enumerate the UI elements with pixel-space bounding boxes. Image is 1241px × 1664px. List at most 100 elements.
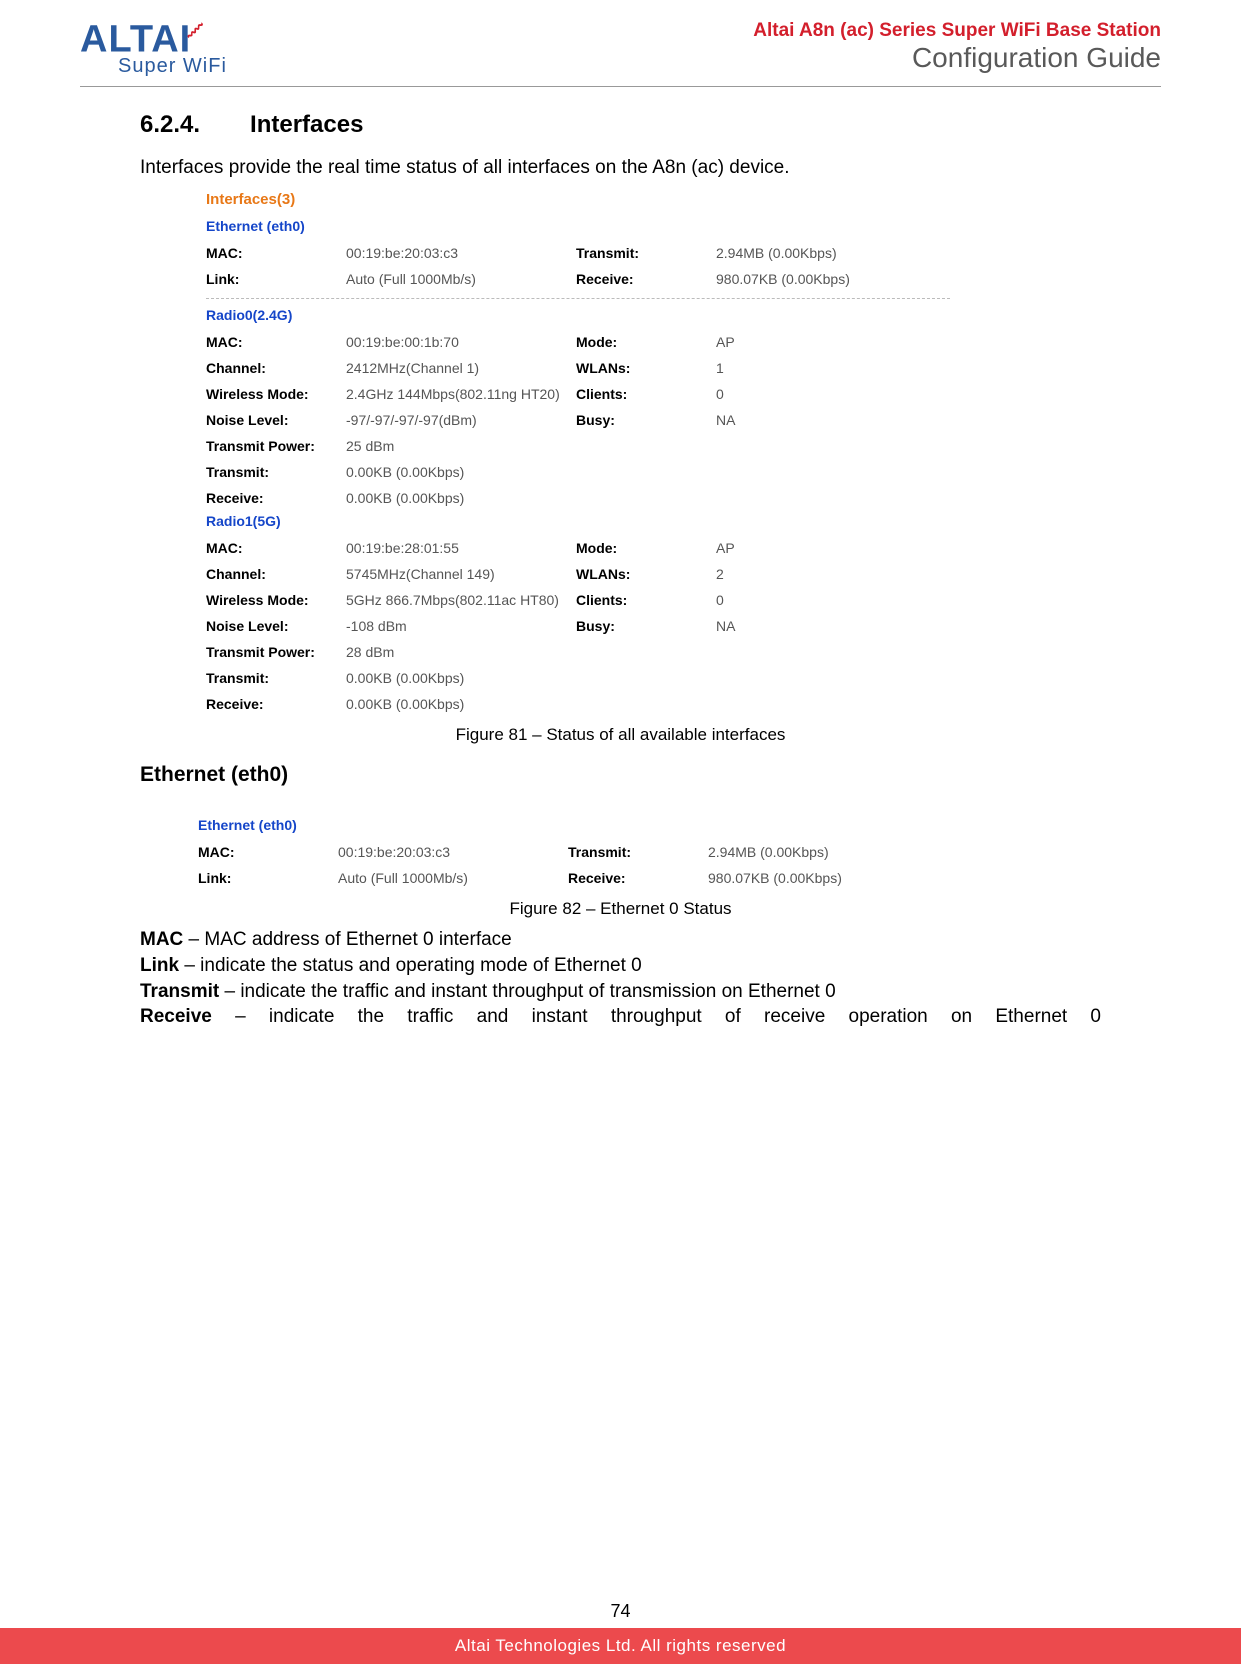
header-right: Altai A8n (ac) Series Super WiFi Base St…	[753, 20, 1161, 74]
label-busy: Busy:	[576, 618, 716, 634]
value-wireless-mode: 5GHz 866.7Mbps(802.11ac HT80)	[346, 592, 576, 608]
fig82-title: Ethernet (eth0)	[198, 817, 962, 833]
radio1-row-noise: Noise Level: -108 dBm Busy: NA	[206, 613, 950, 639]
value-mode: AP	[716, 540, 950, 556]
logo-sub: Super WiFi	[118, 55, 227, 78]
value-transmit: 0.00KB (0.00Kbps)	[346, 464, 576, 480]
value-mac: 00:19:be:20:03:c3	[338, 844, 568, 860]
footer-bar: Altai Technologies Ltd. All rights reser…	[0, 1628, 1241, 1664]
radio1-title: Radio1(5G)	[206, 513, 950, 529]
def-link-term: Link	[140, 955, 179, 976]
interfaces-panel: Interfaces(3) Ethernet (eth0) MAC: 00:19…	[198, 187, 958, 721]
radio0-row-noise: Noise Level: -97/-97/-97/-97(dBm) Busy: …	[206, 407, 950, 433]
label-channel: Channel:	[206, 360, 346, 376]
def-receive-l1: Receive – indicate the traffic and insta…	[140, 1004, 1101, 1030]
value-channel: 5745MHz(Channel 149)	[346, 566, 576, 582]
label-busy: Busy:	[576, 412, 716, 428]
value-clients: 0	[716, 592, 950, 608]
def-link: Link – indicate the status and operating…	[140, 953, 1101, 979]
label-clients: Clients:	[576, 592, 716, 608]
value-link: Auto (Full 1000Mb/s)	[346, 271, 576, 287]
radio0-row-mac: MAC: 00:19:be:00:1b:70 Mode: AP	[206, 329, 950, 355]
label-noise: Noise Level:	[206, 412, 346, 428]
radio0-row-channel: Channel: 2412MHz(Channel 1) WLANs: 1	[206, 355, 950, 381]
section-title: Interfaces	[250, 111, 363, 138]
logo-main: ALTAI𝆱	[80, 20, 227, 57]
label-transmit: Transmit:	[206, 464, 346, 480]
def-mac: MAC – MAC address of Ethernet 0 interfac…	[140, 927, 1101, 953]
footer: 74 Altai Technologies Ltd. All rights re…	[0, 1595, 1241, 1664]
label-txpower: Transmit Power:	[206, 438, 346, 454]
logo: ALTAI𝆱 Super WiFi	[80, 20, 227, 78]
value-busy: NA	[716, 618, 950, 634]
label-mode: Mode:	[576, 334, 716, 350]
value-transmit: 2.94MB (0.00Kbps)	[716, 245, 950, 261]
figure81-caption: Figure 81 – Status of all available inte…	[140, 725, 1101, 745]
ethernet-panel: Ethernet (eth0) MAC: 00:19:be:20:03:c3 T…	[190, 805, 970, 895]
def-transmit-term: Transmit	[140, 981, 219, 1002]
value-mac: 00:19:be:28:01:55	[346, 540, 576, 556]
label-mac: MAC:	[198, 844, 338, 860]
value-wireless-mode: 2.4GHz 144Mbps(802.11ng HT20)	[346, 386, 576, 402]
label-clients: Clients:	[576, 386, 716, 402]
label-mode: Mode:	[576, 540, 716, 556]
radio1-row-mac: MAC: 00:19:be:28:01:55 Mode: AP	[206, 535, 950, 561]
figure82-caption: Figure 82 – Ethernet 0 Status	[140, 899, 1101, 919]
separator	[206, 298, 950, 299]
value-transmit: 2.94MB (0.00Kbps)	[708, 844, 962, 860]
value-receive: 0.00KB (0.00Kbps)	[346, 490, 576, 506]
label-link: Link:	[206, 271, 346, 287]
value-channel: 2412MHz(Channel 1)	[346, 360, 576, 376]
label-receive: Receive:	[576, 271, 716, 287]
page-header: ALTAI𝆱 Super WiFi Altai A8n (ac) Series …	[80, 20, 1161, 87]
fig82-row-mac: MAC: 00:19:be:20:03:c3 Transmit: 2.94MB …	[198, 839, 962, 865]
def-mac-text: – MAC address of Ethernet 0 interface	[183, 929, 511, 950]
value-busy: NA	[716, 412, 950, 428]
def-mac-term: MAC	[140, 929, 183, 950]
eth0-title: Ethernet (eth0)	[206, 218, 950, 234]
label-wireless-mode: Wireless Mode:	[206, 592, 346, 608]
label-receive: Receive:	[206, 696, 346, 712]
label-wireless-mode: Wireless Mode:	[206, 386, 346, 402]
value-txpower: 28 dBm	[346, 644, 576, 660]
radio0-row-transmit: Transmit: 0.00KB (0.00Kbps)	[206, 459, 950, 485]
label-transmit: Transmit:	[206, 670, 346, 686]
label-transmit: Transmit:	[576, 245, 716, 261]
label-receive: Receive:	[206, 490, 346, 506]
label-mac: MAC:	[206, 334, 346, 350]
eth0-row-link: Link: Auto (Full 1000Mb/s) Receive: 980.…	[206, 266, 950, 292]
value-wlans: 1	[716, 360, 950, 376]
radio1-row-receive: Receive: 0.00KB (0.00Kbps)	[206, 691, 950, 717]
radio0-title: Radio0(2.4G)	[206, 307, 950, 323]
radio1-row-channel: Channel: 5745MHz(Channel 149) WLANs: 2	[206, 561, 950, 587]
value-receive: 0.00KB (0.00Kbps)	[346, 696, 576, 712]
value-mode: AP	[716, 334, 950, 350]
radio1-row-transmit: Transmit: 0.00KB (0.00Kbps)	[206, 665, 950, 691]
def-link-text: – indicate the status and operating mode…	[179, 955, 642, 976]
header-title-1: Altai A8n (ac) Series Super WiFi Base St…	[753, 20, 1161, 42]
value-link: Auto (Full 1000Mb/s)	[338, 870, 568, 886]
def-transmit-text: – indicate the traffic and instant throu…	[219, 981, 835, 1002]
label-link: Link:	[198, 870, 338, 886]
value-noise: -108 dBm	[346, 618, 576, 634]
radio1-row-txpower: Transmit Power: 28 dBm	[206, 639, 950, 665]
label-wlans: WLANs:	[576, 566, 716, 582]
page-number: 74	[0, 1595, 1241, 1628]
def-receive-text: – indicate the traffic and instant throu…	[212, 1006, 1101, 1027]
label-mac: MAC:	[206, 540, 346, 556]
value-transmit: 0.00KB (0.00Kbps)	[346, 670, 576, 686]
section-number: 6.2.4.	[140, 111, 200, 139]
value-txpower: 25 dBm	[346, 438, 576, 454]
value-noise: -97/-97/-97/-97(dBm)	[346, 412, 576, 428]
logo-wave-icon: 𝆱	[187, 20, 204, 42]
radio0-row-receive: Receive: 0.00KB (0.00Kbps)	[206, 485, 950, 511]
header-title-2: Configuration Guide	[753, 42, 1161, 74]
label-transmit: Transmit:	[568, 844, 708, 860]
label-wlans: WLANs:	[576, 360, 716, 376]
value-wlans: 2	[716, 566, 950, 582]
label-mac: MAC:	[206, 245, 346, 261]
radio0-row-txpower: Transmit Power: 25 dBm	[206, 433, 950, 459]
def-transmit: Transmit – indicate the traffic and inst…	[140, 979, 1101, 1005]
fig82-row-link: Link: Auto (Full 1000Mb/s) Receive: 980.…	[198, 865, 962, 891]
ethernet-subheading: Ethernet (eth0)	[140, 763, 1101, 787]
